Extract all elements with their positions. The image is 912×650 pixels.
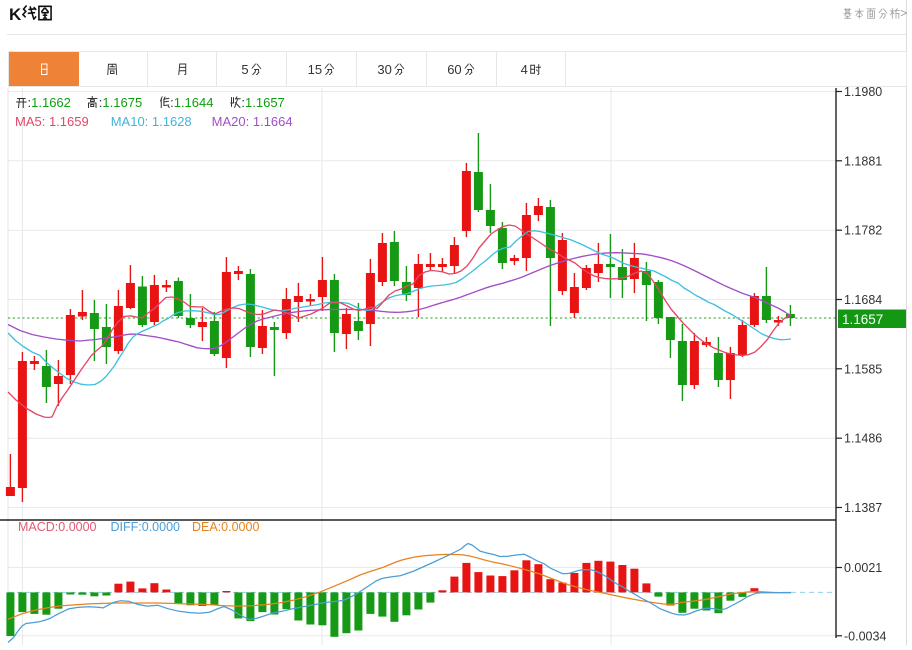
- svg-text:1.1585: 1.1585: [844, 362, 882, 376]
- svg-text:0.0021: 0.0021: [844, 561, 882, 575]
- svg-text:1.1980: 1.1980: [844, 85, 882, 99]
- svg-text:1.1881: 1.1881: [844, 154, 882, 168]
- svg-text:-0.0034: -0.0034: [844, 629, 886, 643]
- svg-text:1.1684: 1.1684: [844, 293, 882, 307]
- svg-text:1.1657: 1.1657: [842, 312, 883, 327]
- svg-text:1.1387: 1.1387: [844, 501, 882, 515]
- svg-text:1.1782: 1.1782: [844, 224, 882, 238]
- svg-text:1.1486: 1.1486: [844, 432, 882, 446]
